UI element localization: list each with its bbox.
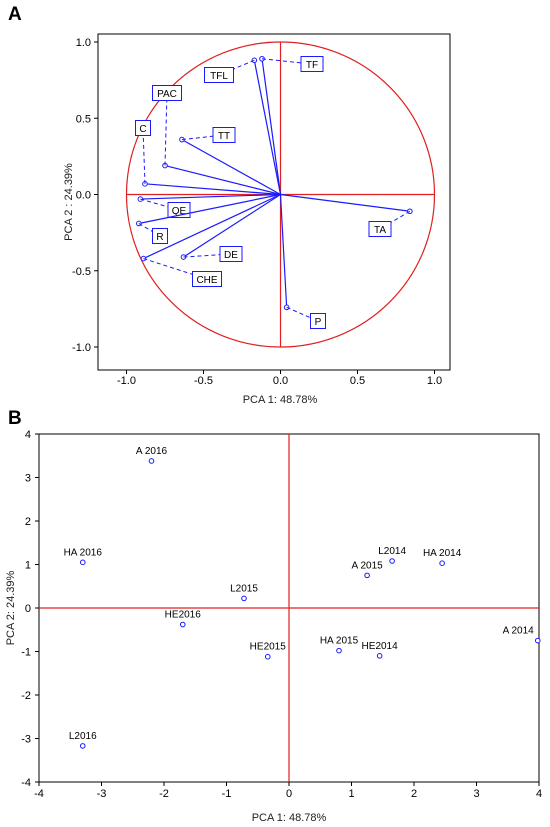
y-tick-label-a: -0.5 (72, 266, 91, 278)
loading-vector (164, 164, 281, 196)
y-tick-label-a: 0.5 (76, 113, 91, 125)
variable-label: DE (224, 250, 238, 261)
loading-vector (138, 193, 281, 225)
label-leader-line (164, 92, 168, 166)
x-axis-label-b: PCA 1: 48.78% (252, 812, 327, 824)
sample-point (264, 653, 271, 660)
sample-point (79, 559, 86, 566)
y-tick-label-b: 3 (25, 473, 31, 485)
sample-label: HA 2014 (423, 548, 462, 559)
variable-label-box (135, 120, 151, 136)
y-axis-label-a: PCA 2 : 24.39% (63, 163, 75, 241)
sample-label: A 2016 (136, 446, 168, 457)
sample-label: HA 2016 (64, 547, 103, 558)
variable-label-box (152, 228, 168, 244)
x-axis-label-a: PCA 1: 48.78% (243, 394, 318, 406)
y-tick-label-b: -3 (21, 734, 31, 746)
variable-label-box (310, 313, 326, 329)
variable-label: P (315, 317, 322, 328)
sample-label: HE2014 (362, 641, 399, 652)
variable-label: C (139, 124, 146, 135)
x-tick-label-b: 0 (286, 788, 292, 800)
sample-point (241, 595, 247, 602)
sample-label: HE2016 (165, 610, 202, 621)
loading-vector (280, 193, 410, 212)
x-tick-label-b: -1 (222, 788, 232, 800)
x-tick-label-a: 0.0 (273, 375, 288, 387)
sample-point (336, 647, 342, 654)
loading-vector (143, 193, 281, 260)
loading-vector (144, 183, 281, 196)
panel-a-letter: A (8, 4, 22, 25)
y-tick-label-b: 2 (25, 516, 31, 528)
loading-vector (261, 58, 282, 195)
variable-label-box (219, 246, 243, 262)
y-tick-label-b: -1 (21, 647, 31, 659)
sample-label: L2015 (230, 583, 258, 594)
axis-ticks-b (35, 433, 540, 786)
x-tick-label-b: -3 (97, 788, 107, 800)
sample-point (534, 637, 541, 644)
y-tick-label-b: 1 (25, 560, 31, 572)
loading-vector (183, 193, 281, 258)
x-tick-label-b: -4 (34, 788, 44, 800)
loading-vector (181, 139, 281, 196)
variable-label: TT (218, 131, 230, 142)
x-tick-label-b: 1 (348, 788, 354, 800)
variable-label-box (212, 127, 236, 143)
sample-label: L2016 (69, 731, 97, 742)
variable-label: CHE (196, 275, 217, 286)
sample-label: A 2015 (352, 560, 384, 571)
loading-vector (140, 193, 281, 200)
variable-label-box (152, 85, 182, 101)
sample-point (389, 558, 395, 564)
sample-label: HE2015 (250, 642, 287, 653)
variable-label: TF (306, 60, 318, 71)
y-tick-label-a: 1.0 (76, 37, 91, 49)
variable-label: PAC (157, 89, 177, 100)
y-axis-label-b: PCA 2: 24.39% (5, 570, 17, 645)
x-tick-label-b: -2 (159, 788, 169, 800)
x-tick-label-a: -0.5 (194, 375, 213, 387)
loading-vector (279, 194, 288, 308)
variable-label: R (156, 232, 163, 243)
sample-point (179, 621, 186, 628)
y-tick-label-a: 0.0 (76, 190, 91, 202)
sample-point (364, 572, 370, 579)
x-tick-label-b: 2 (411, 788, 417, 800)
y-tick-label-a: -1.0 (72, 342, 91, 354)
variable-label-box (192, 271, 222, 287)
sample-label: HA 2015 (320, 636, 359, 647)
variable-label-box (368, 221, 392, 237)
loading-vector (253, 60, 282, 195)
x-tick-label-b: 3 (473, 788, 479, 800)
sample-label: A 2014 (503, 626, 535, 637)
sample-point (79, 743, 86, 749)
y-tick-label-b: -2 (21, 690, 31, 702)
x-tick-label-a: 1.0 (427, 375, 442, 387)
label-leader-line (142, 127, 146, 184)
label-leader-line (261, 58, 313, 65)
sample-point (439, 560, 445, 566)
x-tick-label-a: -1.0 (117, 375, 136, 387)
plot-frame-a (97, 33, 451, 371)
variable-label: TFL (210, 71, 228, 82)
y-tick-label-b: 0 (25, 603, 31, 615)
variable-label-box (204, 67, 234, 83)
y-tick-label-b: 4 (25, 429, 31, 441)
variable-label: QE (172, 206, 187, 217)
sample-label: L2014 (378, 546, 406, 557)
x-tick-label-a: 0.5 (350, 375, 365, 387)
axis-ticks-a (94, 41, 435, 374)
sample-point (376, 653, 383, 659)
variable-label: TA (374, 225, 386, 236)
panel-b-letter: B (8, 408, 22, 429)
variable-label-box (300, 56, 324, 72)
y-tick-label-b: -4 (21, 777, 31, 789)
x-tick-label-b: 4 (536, 788, 542, 800)
sample-point (148, 458, 155, 464)
label-leader-line (183, 253, 232, 258)
